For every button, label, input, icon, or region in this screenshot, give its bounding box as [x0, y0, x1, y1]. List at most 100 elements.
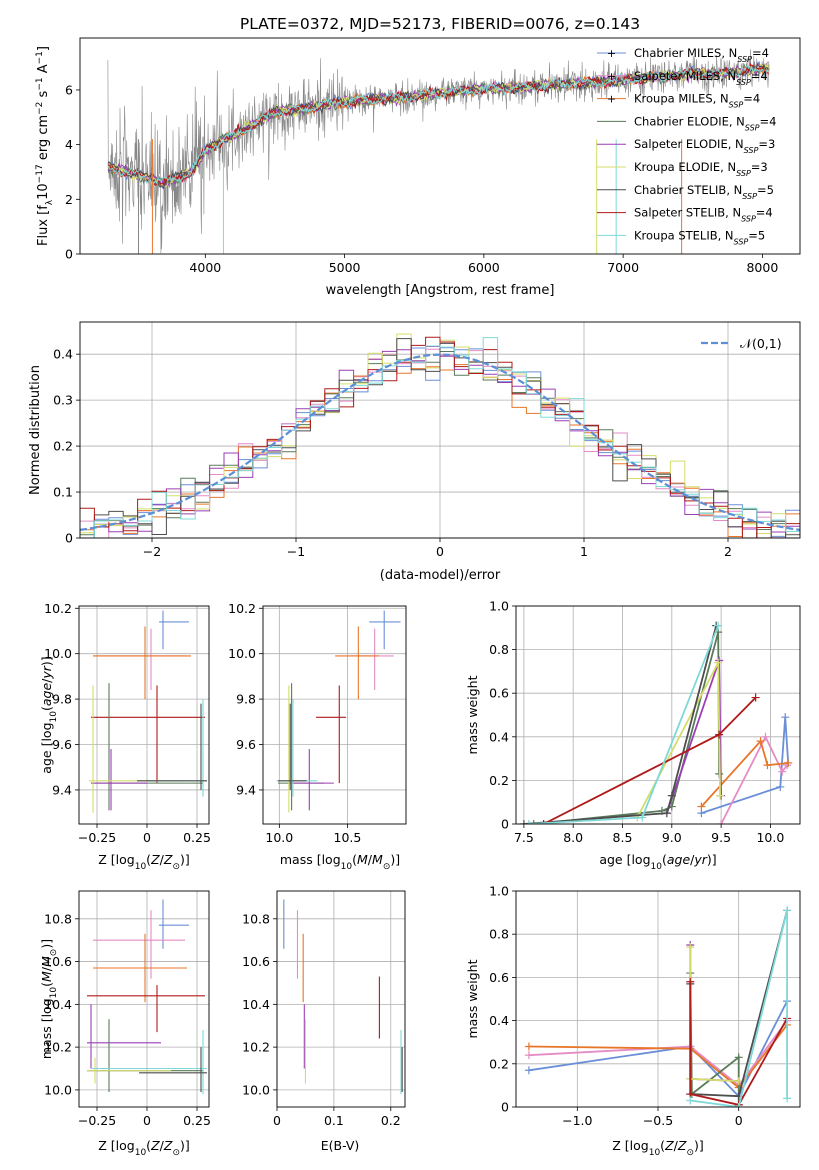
y-tick-label: 0.1 [53, 485, 73, 500]
plot-area [87, 899, 207, 1095]
legend-label: Kroupa STELIB, NSSP=5 [634, 228, 765, 246]
x-tick-label: 10.0 [756, 830, 784, 845]
label-part: −2 [35, 102, 45, 115]
weight-marker-kr_elodie [716, 791, 725, 800]
label-part: M [39, 971, 54, 982]
weight-marker-kr_elodie [686, 943, 695, 952]
label-part: / [674, 1138, 679, 1153]
y-tick-label: 10.6 [44, 954, 72, 969]
y-axis-label: Normed distribution [28, 365, 43, 495]
label-part: )] [39, 656, 54, 666]
label-part: 10 [341, 862, 353, 872]
y-axis-label: mass weight [465, 959, 480, 1038]
legend-marker: + [607, 93, 616, 106]
weight-marker-sp_stelib [686, 977, 695, 986]
label-part: −17 [35, 164, 45, 183]
y-tick-label: 0.8 [489, 927, 509, 942]
y-tick-label: 9.4 [236, 782, 256, 797]
x-tick-label: 9.5 [711, 830, 731, 845]
weight-marker-sp_miles [717, 820, 726, 824]
x-axis-label: Z [log10(Z/Z⊙)] [612, 1138, 704, 1158]
x-tick-label: 8000 [746, 260, 778, 275]
x-tick-label: 9.0 [662, 830, 682, 845]
label-part: Z [log [612, 1138, 648, 1153]
weight-marker-sp_stelib [715, 730, 724, 739]
label-part: Z [150, 1138, 160, 1153]
label-part: 10 [135, 862, 147, 872]
weight-marker-cb_stelib [667, 791, 676, 800]
x-tick-label: 8.0 [563, 830, 583, 845]
y-axis-label: mass weight [465, 675, 480, 754]
y-tick-label: 0.4 [53, 347, 73, 362]
x-tick-label: 0.25 [183, 830, 211, 845]
y-tick-label: 0.6 [489, 970, 509, 985]
label-part: 10 [649, 1148, 661, 1158]
label-part: E(B-V) [321, 1138, 360, 1153]
y-tick-label: 9.4 [52, 782, 72, 797]
y-tick-label: 0.4 [489, 1013, 509, 1028]
label-part: Flux [f [36, 205, 51, 246]
y-tick-label: 10.0 [44, 1082, 72, 1097]
weight-marker-sp_stelib [751, 693, 760, 702]
label-part: 10 [49, 987, 59, 999]
weight-marker-kr_stelib [714, 621, 723, 630]
label-part: ( [39, 982, 54, 987]
x-tick-label: 6000 [468, 260, 500, 275]
chart-age_vs_Z: −0.25 0 0.259.49.69.810.010.2Z [log10(Z/Z⊙… [39, 601, 211, 872]
label-part: ⊙ [383, 862, 391, 872]
label-part: M [39, 956, 54, 967]
label-part: erg cm [36, 115, 51, 164]
weight-marker-sp_stelib [539, 820, 548, 824]
x-tick-label: 7.5 [514, 830, 534, 845]
x-axis-label: Z [log10(Z/Z⊙)] [98, 1138, 190, 1158]
label-part: / [690, 852, 695, 867]
weight-line-kr_miles [700, 739, 789, 808]
x-tick-label: 2 [724, 544, 732, 559]
weight-marker-cb_miles [776, 782, 785, 791]
chart-mass_weight_vs_age: 7.5 8.0 8.5 9.0 9.5 10.0 0 0.2 0.4 0.6 0.8 1.0 age [… [465, 599, 801, 872]
y-tick-label: 10.0 [242, 1082, 270, 1097]
label-part: Z [log [98, 852, 134, 867]
label-part: s [36, 90, 51, 101]
weight-marker-cb_elodie [529, 820, 538, 824]
x-tick-label: 0 [143, 1113, 151, 1128]
plot-area [80, 333, 800, 538]
y-tick-label: 10.0 [44, 646, 72, 661]
weight-marker-kr_miles [524, 1042, 533, 1051]
label-part: Z [163, 852, 173, 867]
y-axis-label: age [log10(age/yr)] [39, 656, 59, 773]
plot-area [107, 49, 770, 254]
y-tick-label: 0.2 [489, 1056, 509, 1071]
label-part: 10 [135, 1148, 147, 1158]
x-axis-label: E(B-V) [321, 1138, 360, 1153]
weight-marker-cb_elodie [734, 1053, 743, 1062]
y-axis-label: Flux [fλ10−17 erg cm−2 s−1 A−1] [35, 46, 55, 246]
weight-marker-kr_stelib [686, 1096, 695, 1105]
weight-line-sp_miles [720, 734, 788, 824]
y-tick-label: 2 [65, 192, 73, 207]
label-part: Z [150, 852, 160, 867]
legend-label: Salpeter MILES, NSSP=4 [634, 69, 768, 87]
label-part: / [39, 678, 54, 683]
weight-marker-kr_stelib [638, 813, 647, 822]
label-part: M [372, 852, 383, 867]
label-part: )] [390, 852, 400, 867]
x-tick-label: −0.5 [643, 1113, 673, 1128]
plot-area [524, 906, 792, 1107]
y-tick-label: 4 [65, 137, 73, 152]
legend-label: 𝒩(0,1) [740, 336, 782, 351]
label-part: A [36, 64, 51, 77]
weight-marker-cb_miles [524, 1066, 533, 1075]
weight-line-sp_elodie [689, 945, 739, 1082]
weight-marker-sp_miles [524, 1051, 533, 1060]
label-part: ⊙ [686, 1148, 694, 1158]
axes-frame [78, 605, 210, 825]
legend-marker: + [607, 70, 616, 83]
label-part: / [39, 966, 54, 971]
label-part: yr [693, 852, 707, 867]
chart-residuals: −2 −1 0 1 2 0 0.1 0.2 0.3 0.4 (data-model)/error No… [28, 321, 801, 583]
weight-marker-kr_miles [756, 737, 765, 746]
y-tick-label: 10.2 [44, 601, 72, 616]
weight-line-cb_stelib [523, 625, 718, 824]
